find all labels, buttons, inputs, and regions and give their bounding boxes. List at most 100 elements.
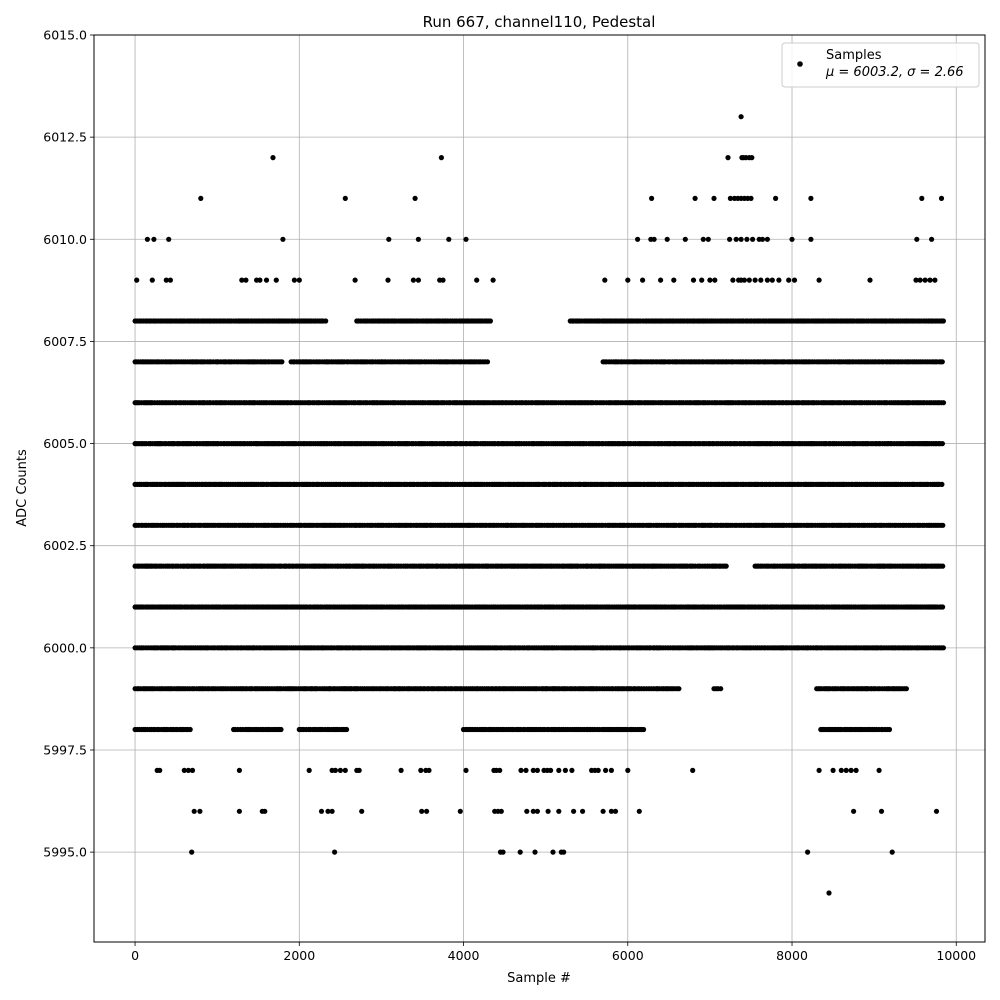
legend: Samples μ = 6003.2, σ = 2.66 (781, 42, 980, 88)
data-point (263, 277, 270, 283)
data-point (359, 808, 365, 814)
data-point (419, 808, 425, 814)
x-tick-label: 6000 (612, 948, 644, 963)
data-point (876, 767, 882, 774)
data-point (418, 767, 424, 774)
data-point (415, 277, 421, 283)
data-point (940, 604, 946, 610)
data-point (344, 726, 350, 733)
data-point (712, 277, 718, 283)
data-point (816, 767, 822, 774)
legend-stats: μ = 6003.2, σ = 2.66 (825, 65, 964, 80)
data-point (534, 767, 541, 774)
data-point (838, 767, 844, 774)
x-axis-label: Sample # (507, 971, 571, 986)
legend-label: Samples (826, 48, 882, 63)
data-point (738, 114, 744, 120)
data-point (649, 195, 655, 201)
y-tick-label: 5997.5 (43, 742, 87, 757)
data-point (386, 236, 392, 242)
data-point (690, 277, 697, 283)
data-point (337, 767, 343, 774)
data-point (490, 277, 496, 283)
data-point (500, 849, 506, 855)
y-tick-label: 6012.5 (43, 130, 87, 145)
data-point (738, 236, 744, 242)
data-point (939, 441, 946, 447)
data-point (550, 849, 556, 855)
data-point (867, 277, 873, 283)
data-point (157, 767, 163, 774)
data-point (914, 236, 920, 242)
data-point (843, 767, 849, 774)
data-point (718, 686, 724, 692)
data-point (306, 767, 312, 774)
data-point (640, 277, 646, 283)
data-point (474, 277, 480, 283)
data-point (808, 236, 814, 242)
data-point (342, 195, 348, 201)
data-point (940, 522, 946, 528)
data-point (151, 236, 157, 242)
y-tick-label: 6000.0 (43, 640, 87, 655)
data-point (556, 767, 562, 774)
data-point (545, 808, 551, 814)
chart-title: Run 667, channel110, Pedestal (423, 13, 656, 31)
data-point (296, 277, 302, 283)
data-point (913, 277, 919, 283)
data-point (600, 808, 606, 814)
data-point (608, 808, 615, 814)
data-point (484, 359, 491, 365)
data-point (651, 236, 657, 242)
data-point (658, 277, 664, 283)
data-point (711, 195, 717, 201)
data-point (144, 236, 150, 242)
data-point (730, 277, 736, 283)
data-point (569, 767, 575, 774)
data-point (940, 400, 947, 406)
x-tick-label: 8000 (776, 948, 808, 963)
data-point (603, 767, 609, 774)
data-point (776, 277, 782, 283)
data-point (940, 645, 947, 651)
data-point (463, 767, 469, 774)
data-point (243, 277, 249, 283)
data-point (636, 808, 642, 814)
data-point (185, 767, 191, 774)
data-point (239, 277, 245, 283)
y-tick-label: 6002.5 (43, 538, 87, 553)
data-point (940, 318, 947, 324)
data-point (733, 236, 739, 242)
data-point (789, 236, 795, 242)
data-point (562, 767, 569, 774)
y-tick-label: 6015.0 (43, 28, 87, 43)
y-tick-label: 6005.0 (43, 436, 87, 451)
data-point (342, 767, 348, 774)
data-point (323, 318, 329, 324)
data-point (166, 236, 172, 242)
data-point (853, 767, 859, 774)
data-point (612, 808, 619, 814)
data-point (690, 767, 696, 774)
data-point (463, 236, 469, 242)
y-tick-label: 6007.5 (43, 334, 87, 349)
data-point (917, 277, 923, 283)
data-point (625, 767, 631, 774)
data-point (197, 808, 203, 814)
data-point (749, 155, 755, 161)
data-point (746, 277, 752, 283)
data-point (270, 155, 276, 161)
data-point (744, 236, 750, 242)
data-point (725, 155, 731, 161)
y-axis-label: ADC Counts (15, 449, 30, 527)
data-point (530, 767, 536, 774)
data-point (412, 195, 418, 201)
data-point (523, 767, 529, 774)
data-point (534, 808, 541, 814)
data-point (191, 808, 197, 814)
data-point (826, 890, 832, 896)
data-point (189, 849, 195, 855)
data-point (517, 849, 523, 855)
data-point (279, 359, 285, 365)
